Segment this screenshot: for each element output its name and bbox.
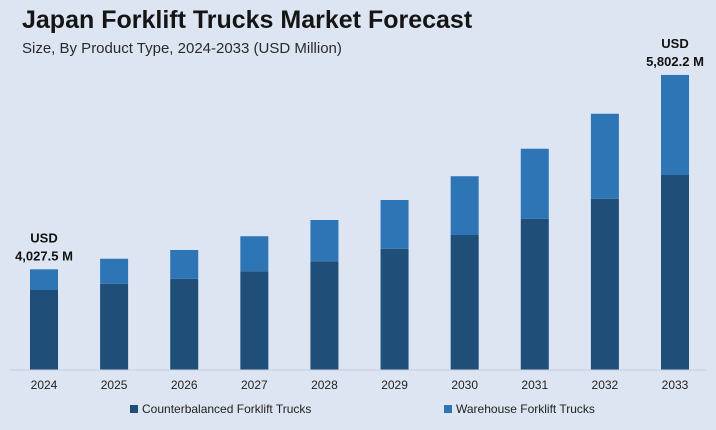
bar-warehouse-2032 [590, 113, 619, 199]
bar-warehouse-2033 [661, 74, 689, 175]
bar-counterbalanced-2028 [310, 261, 339, 370]
legend: Counterbalanced Forklift Trucks Warehous… [0, 402, 716, 422]
bars-layer [30, 74, 689, 370]
bar-warehouse-2025 [100, 258, 129, 284]
bar-warehouse-2028 [310, 220, 339, 262]
chart-title: Japan Forklift Trucks Market Forecast [22, 6, 473, 34]
bar-warehouse-2031 [520, 148, 549, 219]
annotation-value-2024: 4,027.5 M [15, 248, 73, 263]
x-tick-label-2032: 2032 [592, 378, 619, 392]
x-tick-label-2025: 2025 [101, 378, 128, 392]
annotation-currency-2024: USD [30, 230, 57, 245]
x-tick-label-2027: 2027 [241, 378, 268, 392]
bar-counterbalanced-2032 [590, 198, 619, 370]
bar-warehouse-2029 [380, 200, 409, 249]
annotation-currency-2033: USD [661, 36, 688, 51]
bar-warehouse-2026 [170, 250, 199, 279]
legend-item-counterbalanced: Counterbalanced Forklift Trucks [130, 402, 311, 416]
legend-item-warehouse: Warehouse Forklift Trucks [444, 402, 595, 416]
x-tick-label-2028: 2028 [311, 378, 338, 392]
x-tick-label-2026: 2026 [171, 378, 198, 392]
legend-swatch-counterbalanced [130, 405, 138, 413]
x-tick-label-2024: 2024 [31, 378, 58, 392]
annotation-value-2033: 5,802.2 M [646, 54, 704, 69]
legend-label-counterbalanced: Counterbalanced Forklift Trucks [142, 402, 312, 416]
bar-counterbalanced-2025 [100, 283, 129, 370]
legend-label-warehouse: Warehouse Forklift Trucks [456, 402, 595, 416]
x-tick-label-2033: 2033 [662, 378, 689, 392]
bar-warehouse-2027 [240, 236, 269, 272]
bar-counterbalanced-2033 [661, 175, 689, 370]
bar-counterbalanced-2024 [30, 290, 58, 370]
chart-subtitle: Size, By Product Type, 2024-2033 (USD Mi… [22, 40, 342, 57]
bar-warehouse-2024 [30, 269, 58, 290]
x-tick-labels: 2024 2025 2026 2027 2028 2029 2030 2031 2032 2033 [31, 378, 689, 392]
bar-counterbalanced-2026 [170, 278, 199, 370]
bar-counterbalanced-2029 [380, 248, 409, 370]
legend-swatch-warehouse [444, 405, 452, 413]
bar-warehouse-2030 [450, 176, 479, 235]
x-tick-label-2031: 2031 [521, 378, 548, 392]
bar-counterbalanced-2027 [240, 271, 269, 370]
x-tick-label-2030: 2030 [451, 378, 478, 392]
bar-counterbalanced-2031 [520, 218, 549, 370]
x-tick-label-2029: 2029 [381, 378, 408, 392]
value-annotations: USD 4,027.5 M USD 5,802.2 M [15, 36, 704, 263]
bar-counterbalanced-2030 [450, 235, 479, 370]
